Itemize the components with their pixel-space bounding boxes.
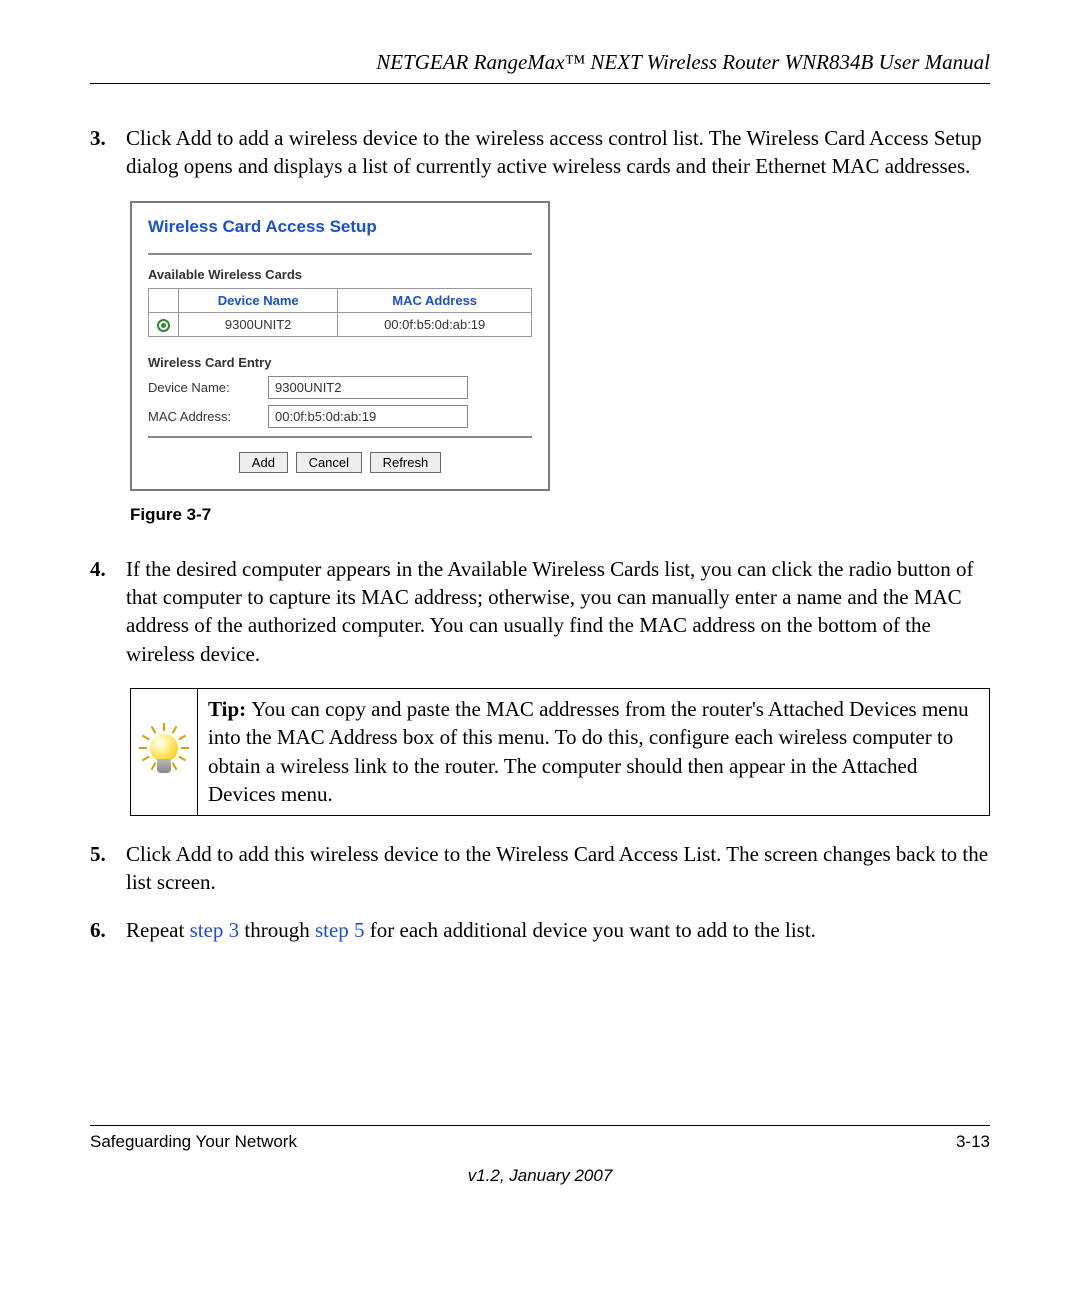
dialog-divider-2 bbox=[148, 436, 532, 438]
available-cards-table: Device Name MAC Address 9300UNIT2 00:0f:… bbox=[148, 288, 532, 337]
lightbulb-icon bbox=[139, 723, 189, 781]
step-text: If the desired computer appears in the A… bbox=[126, 555, 990, 668]
add-button[interactable]: Add bbox=[239, 452, 288, 473]
step3-link[interactable]: step 3 bbox=[190, 918, 240, 942]
dialog-divider bbox=[148, 253, 532, 255]
tip-text: Tip: You can copy and paste the MAC addr… bbox=[198, 689, 989, 814]
device-name-label: Device Name: bbox=[148, 380, 268, 395]
step-number: 4. bbox=[90, 555, 126, 668]
wireless-card-entry-label: Wireless Card Entry bbox=[148, 355, 532, 370]
step-text: Repeat step 3 through step 5 for each ad… bbox=[126, 916, 990, 944]
step-4: 4. If the desired computer appears in th… bbox=[90, 555, 990, 668]
figure-dialog-wrap: Wireless Card Access Setup Available Wir… bbox=[130, 201, 990, 491]
page-header-title: NETGEAR RangeMax™ NEXT Wireless Router W… bbox=[90, 50, 990, 75]
step-5: 5. Click Add to add this wireless device… bbox=[90, 840, 990, 897]
step-number: 3. bbox=[90, 124, 126, 181]
step5-link[interactable]: step 5 bbox=[315, 918, 365, 942]
footer-version: v1.2, January 2007 bbox=[90, 1166, 990, 1186]
figure-caption: Figure 3-7 bbox=[130, 505, 990, 525]
footer-left: Safeguarding Your Network bbox=[90, 1132, 297, 1152]
header-rule bbox=[90, 83, 990, 84]
step6-post: for each additional device you want to a… bbox=[365, 918, 816, 942]
step-text: Click Add to add a wireless device to th… bbox=[126, 124, 990, 181]
available-cards-label: Available Wireless Cards bbox=[148, 267, 532, 282]
tip-label: Tip: bbox=[208, 697, 251, 721]
step-text: Click Add to add this wireless device to… bbox=[126, 840, 990, 897]
refresh-button[interactable]: Refresh bbox=[370, 452, 442, 473]
radio-select-icon[interactable] bbox=[157, 319, 170, 332]
wireless-card-access-dialog: Wireless Card Access Setup Available Wir… bbox=[130, 201, 550, 491]
cancel-button[interactable]: Cancel bbox=[296, 452, 362, 473]
step-number: 6. bbox=[90, 916, 126, 944]
step6-mid: through bbox=[239, 918, 315, 942]
tip-icon-cell bbox=[131, 689, 198, 814]
cell-device-name: 9300UNIT2 bbox=[179, 312, 338, 336]
footer-page-number: 3-13 bbox=[956, 1132, 990, 1152]
col-mac-address: MAC Address bbox=[338, 288, 532, 312]
col-radio bbox=[149, 288, 179, 312]
step6-pre: Repeat bbox=[126, 918, 190, 942]
step-6: 6. Repeat step 3 through step 5 for each… bbox=[90, 916, 990, 944]
step-number: 5. bbox=[90, 840, 126, 897]
dialog-title: Wireless Card Access Setup bbox=[148, 217, 532, 237]
mac-address-label: MAC Address: bbox=[148, 409, 268, 424]
cell-mac-address: 00:0f:b5:0d:ab:19 bbox=[338, 312, 532, 336]
step-3: 3. Click Add to add a wireless device to… bbox=[90, 124, 990, 181]
col-device-name: Device Name bbox=[179, 288, 338, 312]
mac-address-input[interactable] bbox=[268, 405, 468, 428]
table-row[interactable]: 9300UNIT2 00:0f:b5:0d:ab:19 bbox=[149, 312, 532, 336]
device-name-input[interactable] bbox=[268, 376, 468, 399]
tip-box: Tip: You can copy and paste the MAC addr… bbox=[130, 688, 990, 815]
tip-body: You can copy and paste the MAC addresses… bbox=[208, 697, 969, 806]
footer-rule bbox=[90, 1125, 990, 1126]
